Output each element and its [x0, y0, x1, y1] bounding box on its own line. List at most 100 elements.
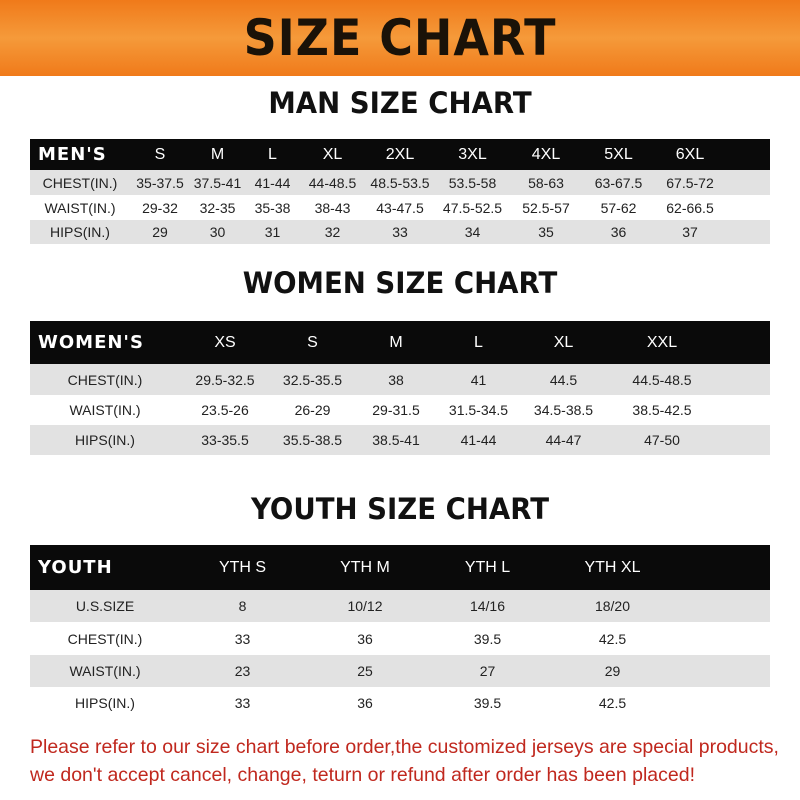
order-notice-line-2: we don't accept cancel, change, teturn o… — [30, 764, 695, 786]
table-row: HIPS(IN.) 29 30 31 32 33 34 35 36 37 — [30, 220, 770, 244]
table-row: HIPS(IN.) 33-35.5 35.5-38.5 38.5-41 41-44 44-… — [30, 425, 770, 455]
women-chart-title: WOMEN SIZE CHART — [242, 266, 558, 300]
measurement-cell: 37 — [682, 224, 698, 240]
measurement-cell: 14/16 — [469, 598, 506, 614]
row-label: WAIST(IN.) — [69, 402, 141, 418]
measurement-cell: 38 — [388, 371, 404, 388]
measurement-cell: 31.5-34.5 — [448, 402, 509, 418]
measurement-cell: 8 — [238, 598, 247, 614]
table-header-label: WOMEN'S — [38, 332, 144, 353]
measurement-cell: 36 — [610, 224, 627, 240]
table-header-row: WOMEN'S XS S M L XL XXL — [30, 321, 770, 364]
size-column-header: YTH XL — [584, 558, 641, 576]
size-column-header: 2XL — [385, 145, 415, 163]
measurement-cell: 35-37.5 — [136, 174, 184, 191]
measurement-cell: 27 — [479, 663, 496, 679]
table-header-row: MEN'S S M L XL 2XL 3XL 4XL 5XL 6XL — [30, 139, 770, 170]
measurement-cell: 29 — [604, 663, 621, 679]
measurement-cell: 35.5-38.5 — [282, 432, 343, 448]
measurement-cell: 53.5-58 — [448, 174, 497, 191]
measurement-cell: 23 — [234, 663, 251, 679]
table-header-label: MEN'S — [38, 144, 107, 165]
size-column-header: XL — [322, 145, 343, 163]
row-label: U.S.SIZE — [75, 598, 135, 614]
measurement-cell: 62-66.5 — [666, 199, 714, 216]
measurement-cell: 39.5 — [473, 694, 502, 711]
banner-title: SIZE CHART — [243, 9, 557, 67]
measurement-cell: 44.5-48.5 — [632, 371, 692, 388]
measurement-cell: 38.5-41 — [372, 432, 420, 448]
table-row: CHEST(IN.) 33 36 39.5 42.5 — [30, 622, 770, 655]
size-column-header: L — [474, 333, 483, 351]
measurement-cell: 37.5-41 — [193, 174, 242, 191]
measurement-cell: 26-29 — [294, 402, 331, 418]
measurement-cell: 32 — [324, 224, 341, 240]
size-column-header: 4XL — [531, 145, 561, 163]
size-column-header: YTH M — [340, 558, 390, 576]
measurement-cell: 34 — [464, 224, 481, 240]
measurement-cell: 43-47.5 — [376, 199, 424, 216]
table-header-label: YOUTH — [38, 557, 113, 578]
measurement-cell: 29 — [152, 224, 168, 240]
size-column-header: L — [268, 145, 277, 163]
measurement-cell: 67.5-72 — [666, 174, 714, 191]
measurement-cell: 41-44 — [460, 432, 497, 448]
measurement-cell: 63-67.5 — [594, 174, 643, 191]
table-row: HIPS(IN.) 33 36 39.5 42.5 — [30, 687, 770, 718]
measurement-cell: 39.5 — [473, 630, 502, 647]
measurement-cell: 44-47 — [545, 432, 582, 448]
measurement-cell: 41 — [470, 371, 487, 388]
measurement-cell: 23.5-26 — [201, 402, 249, 418]
measurement-cell: 33 — [392, 224, 408, 240]
row-label: HIPS(IN.) — [50, 224, 110, 240]
men-chart-title: MAN SIZE CHART — [268, 86, 532, 120]
measurement-cell: 44-48.5 — [308, 174, 357, 191]
row-label: CHEST(IN.) — [42, 174, 118, 191]
size-column-header: YTH S — [218, 558, 267, 576]
measurement-cell: 36 — [357, 630, 373, 647]
table-header-row: YOUTH YTH S YTH M YTH L YTH XL — [30, 545, 770, 590]
measurement-cell: 38-43 — [314, 199, 351, 216]
size-column-header: 3XL — [458, 145, 487, 163]
table-row: CHEST(IN.) 29.5-32.5 32.5-35.5 38 41 44.5 44.5… — [30, 364, 770, 395]
men-size-table: MEN'S S M L XL 2XL 3XL 4XL 5XL 6XL CHEST(IN.) 35-37… — [30, 139, 770, 244]
row-label: HIPS(IN.) — [75, 432, 135, 448]
measurement-cell: 44.5 — [549, 371, 578, 388]
row-label: WAIST(IN.) — [69, 663, 141, 679]
measurement-cell: 18/20 — [594, 598, 631, 614]
youth-size-table: YOUTH YTH S YTH M YTH L YTH XL U.S.SIZE 8 10/12… — [30, 545, 770, 718]
size-column-header: XS — [214, 333, 236, 351]
row-label: HIPS(IN.) — [75, 694, 135, 711]
table-row: WAIST(IN.) 23.5-26 26-29 29-31.5 31.5-34.5 34… — [30, 395, 770, 425]
measurement-cell: 32.5-35.5 — [282, 371, 343, 388]
measurement-cell: 31 — [264, 224, 281, 240]
measurement-cell: 48.5-53.5 — [370, 174, 430, 191]
size-column-header: M — [210, 145, 225, 163]
size-column-header: M — [389, 333, 403, 351]
measurement-cell: 29-31.5 — [372, 402, 420, 418]
size-column-header: S — [154, 145, 166, 163]
measurement-cell: 30 — [209, 224, 226, 240]
measurement-cell: 32-35 — [199, 199, 236, 216]
measurement-cell: 47-50 — [644, 432, 680, 448]
size-column-header: YTH L — [464, 558, 511, 576]
measurement-cell: 33 — [234, 630, 251, 647]
measurement-cell: 29-32 — [142, 199, 178, 216]
women-size-table: WOMEN'S XS S M L XL XXL CHEST(IN.) 29.5-32.5 32.5… — [30, 321, 770, 455]
measurement-cell: 57-62 — [600, 199, 637, 216]
youth-chart-title: YOUTH SIZE CHART — [250, 492, 550, 526]
table-row: U.S.SIZE 8 10/12 14/16 18/20 — [30, 590, 770, 622]
row-label: CHEST(IN.) — [67, 371, 143, 388]
measurement-cell: 33 — [234, 694, 251, 711]
measurement-cell: 47.5-52.5 — [442, 199, 503, 216]
measurement-cell: 58-63 — [528, 174, 564, 191]
banner: SIZE CHART — [0, 0, 800, 76]
size-column-header: S — [307, 333, 318, 351]
row-label: CHEST(IN.) — [67, 630, 143, 647]
measurement-cell: 52.5-57 — [522, 199, 570, 216]
measurement-cell: 33-35.5 — [201, 432, 249, 448]
order-notice-line-1: Please refer to our size chart before or… — [30, 736, 779, 758]
measurement-cell: 29.5-32.5 — [195, 371, 255, 388]
measurement-cell: 36 — [357, 694, 373, 711]
measurement-cell: 42.5 — [598, 694, 627, 711]
